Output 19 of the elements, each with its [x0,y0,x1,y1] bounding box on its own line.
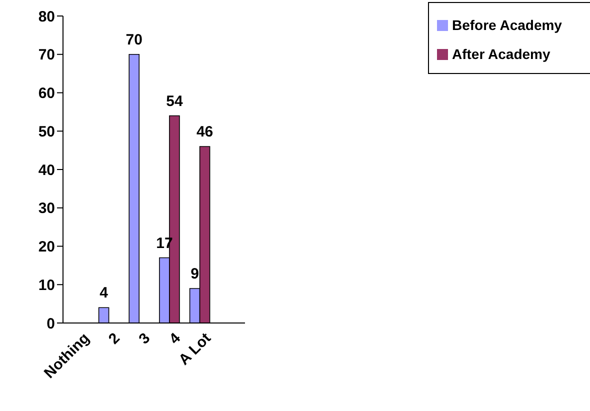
y-tick-label: 0 [46,315,55,332]
legend-label: After Academy [452,46,550,62]
x-tick-label: 2 [105,330,124,348]
y-tick-label: 60 [38,85,55,102]
y-tick-label: 30 [38,200,55,218]
y-tick-label: 20 [38,238,55,256]
y-tick-label: 70 [38,46,55,64]
y-tick-label: 40 [38,162,55,179]
x-tick-label: 4 [166,329,184,348]
data-label: 9 [190,265,199,282]
x-tick-label: 3 [136,330,154,348]
data-label: 46 [196,123,214,140]
data-label: 70 [126,31,142,48]
y-tick-label: 10 [38,276,55,294]
data-label: 54 [166,92,184,110]
data-label: 4 [100,284,109,302]
y-tick-label: 80 [38,8,55,26]
y-tick-label: 50 [38,123,55,140]
legend-label: Before Academy [452,17,562,33]
